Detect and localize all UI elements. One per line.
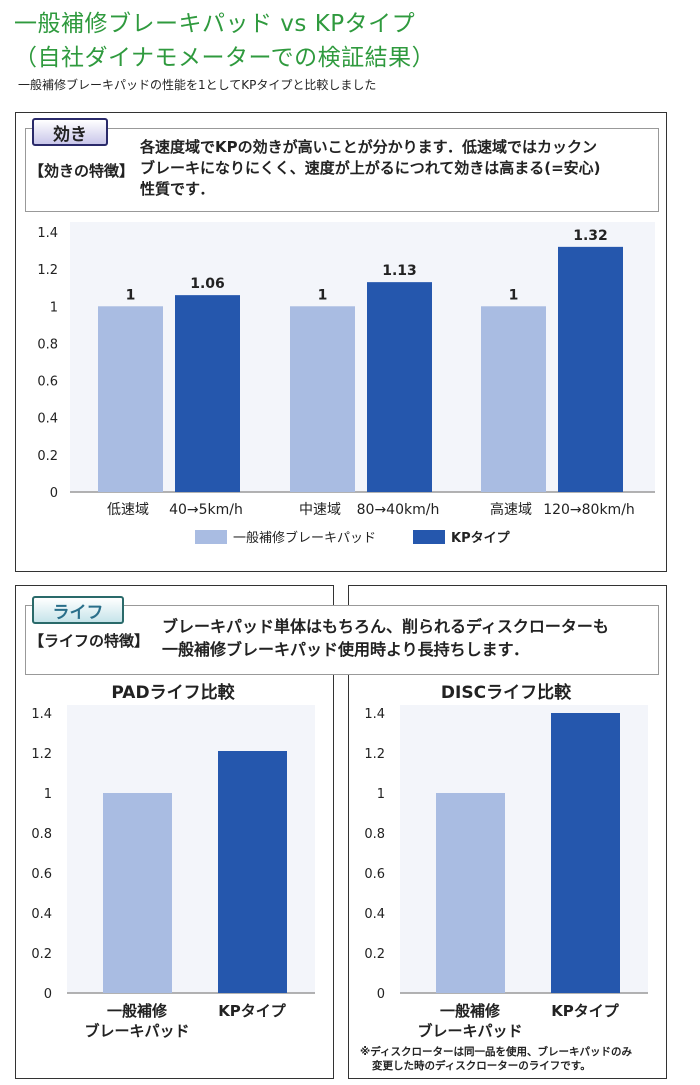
y-tick-label: 0.8 xyxy=(37,337,58,352)
bar-kp xyxy=(558,246,623,492)
data-label: 1 xyxy=(509,287,519,303)
y-tick-label: 0 xyxy=(377,987,385,1002)
x-category-speed: 40→5km/h xyxy=(169,502,243,518)
effect-caption-line: 各速度域でKPの効きが高いことが分かります．低速域ではカックン xyxy=(140,138,598,156)
y-tick-label: 0 xyxy=(44,987,52,1002)
data-label: 1.06 xyxy=(190,276,225,292)
y-tick-label: 0 xyxy=(50,486,58,501)
x-category-label: 一般補修 xyxy=(107,1002,168,1020)
page-title-line1: 一般補修ブレーキパッド vs KPタイプ xyxy=(14,11,416,37)
y-tick-label: 0.6 xyxy=(31,867,52,882)
y-tick-label: 1.4 xyxy=(364,707,385,722)
legend-label-general: 一般補修ブレーキパッド xyxy=(233,531,377,546)
life-caption-line: ブレーキパッド単体はもちろん、削られるディスクローターも xyxy=(162,617,609,636)
x-category-label: 一般補修 xyxy=(440,1002,501,1020)
legend-label-kp: KPタイプ xyxy=(451,531,510,546)
bar-kp xyxy=(218,751,287,993)
chart-title: DISCライフ比較 xyxy=(441,682,572,703)
y-tick-label: 1.4 xyxy=(37,226,58,241)
x-category-label: KPタイプ xyxy=(551,1002,620,1020)
y-tick-label: 1.2 xyxy=(31,747,52,762)
page-subtitle: 一般補修ブレーキパッドの性能を1としてKPタイプと比較しました xyxy=(18,78,377,92)
effect-caption-box xyxy=(25,128,659,212)
pad-life-chart: PADライフ比較 0 0.2 0.4 0.6 0.8 1 1.2 1.4 一般補修ブレーキパッド K… xyxy=(31,682,315,1040)
x-category-label: ブレーキパッド xyxy=(84,1022,189,1040)
bar-kp xyxy=(367,282,432,492)
disc-life-chart: DISCライフ比較 0 0.2 0.4 0.6 0.8 1 1.2 1.4 一般補修ブレーキパッド… xyxy=(364,682,648,1040)
effect-chart: 0 0.2 0.4 0.6 0.8 1 1.2 1.4 1 1.06 低速域 40→5km/h 1 1.1… xyxy=(37,222,655,518)
page-title-line2: （自社ダイナモメーターでの検証結果） xyxy=(14,45,436,71)
disc-note-line: 変更した時のディスクローターのライフです。 xyxy=(372,1060,591,1072)
y-tick-label: 0.6 xyxy=(364,867,385,882)
x-category-label: ブレーキパッド xyxy=(417,1022,522,1040)
y-tick-label: 0.8 xyxy=(31,827,52,842)
effect-caption-line: ブレーキになりにくく、速度が上がるにつれて効きは高まる(=安心) xyxy=(140,159,601,177)
y-tick-label: 0.4 xyxy=(37,412,58,427)
x-category-zone: 高速域 xyxy=(490,501,532,518)
x-category-label: KPタイプ xyxy=(218,1002,287,1020)
bar-general xyxy=(98,306,163,492)
y-tick-label: 1.2 xyxy=(364,747,385,762)
y-tick-label: 0.4 xyxy=(364,907,385,922)
x-category-speed: 80→40km/h xyxy=(357,502,440,518)
legend-item-general: 一般補修ブレーキパッド xyxy=(195,527,376,546)
legend-item-kp: KPタイプ xyxy=(413,527,510,546)
bar-general xyxy=(103,793,172,993)
bar-general xyxy=(290,306,355,492)
life-caption-box xyxy=(25,605,659,675)
life-caption-line: 一般補修ブレーキパッド使用時より長持ちします． xyxy=(162,640,530,659)
data-label: 1 xyxy=(126,287,136,303)
life-tag: ライフ xyxy=(32,596,124,624)
bar-general xyxy=(436,793,505,993)
chart-title: PADライフ比較 xyxy=(111,682,235,703)
y-tick-label: 0.4 xyxy=(31,907,52,922)
y-tick-label: 0.2 xyxy=(37,449,58,464)
disc-note-line: ※ディスクローターは同一品を使用、ブレーキパッドのみ xyxy=(360,1046,632,1058)
y-tick-label: 1 xyxy=(44,787,52,802)
effect-tag: 効き xyxy=(32,118,108,146)
y-tick-label: 0.2 xyxy=(364,947,385,962)
legend-swatch-kp xyxy=(413,529,445,544)
bar-general xyxy=(481,306,546,492)
data-label: 1.13 xyxy=(382,263,417,279)
data-label: 1 xyxy=(318,287,328,303)
y-tick-label: 1.2 xyxy=(37,263,58,278)
effect-caption-key: 【効きの特徴】 xyxy=(29,162,135,180)
y-tick-label: 1 xyxy=(377,787,385,802)
y-tick-label: 0.8 xyxy=(364,827,385,842)
y-tick-label: 0.6 xyxy=(37,375,58,390)
y-tick-label: 1 xyxy=(50,300,58,315)
y-tick-label: 1.4 xyxy=(31,707,52,722)
legend-swatch-general xyxy=(195,529,227,544)
bar-kp xyxy=(175,295,240,492)
effect-caption-line: 性質です． xyxy=(140,180,215,198)
plot-background xyxy=(70,222,655,492)
x-category-zone: 中速域 xyxy=(299,502,341,518)
data-label: 1.32 xyxy=(573,228,608,244)
bar-kp xyxy=(551,713,620,993)
y-tick-label: 0.2 xyxy=(31,947,52,962)
x-category-speed: 120→80km/h xyxy=(543,502,635,518)
life-caption-key: 【ライフの特徴】 xyxy=(29,632,150,650)
x-category-zone: 低速域 xyxy=(107,502,149,518)
